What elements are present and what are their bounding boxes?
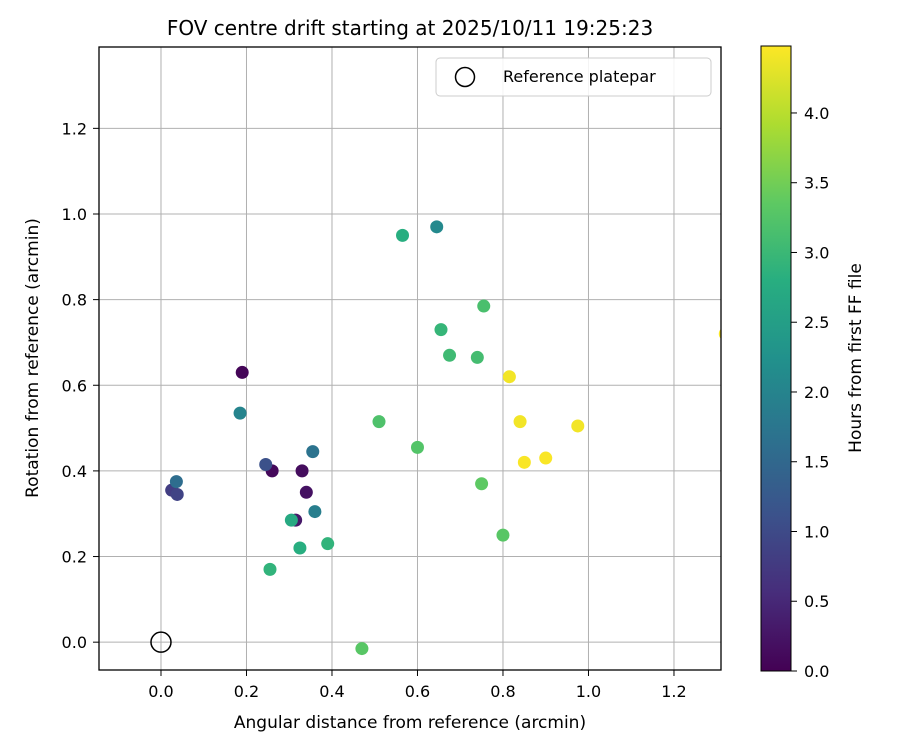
data-point (293, 541, 307, 555)
colorbar-tick-label: 1.5 (804, 453, 829, 472)
data-point (443, 348, 457, 362)
colorbar-tick-label: 2.5 (804, 313, 829, 332)
y-tick-label: 0.6 (62, 376, 87, 395)
data-point (430, 220, 444, 234)
data-point (502, 370, 516, 384)
x-tick-label: 0.8 (490, 682, 515, 701)
data-point (308, 505, 322, 519)
colorbar-tick-label: 0.5 (804, 592, 829, 611)
data-point (355, 642, 369, 656)
data-point (263, 562, 277, 576)
y-tick-label: 0.0 (62, 633, 87, 652)
legend-box (435, 57, 712, 97)
data-point (496, 528, 510, 542)
data-point (434, 323, 448, 337)
data-point (321, 537, 335, 551)
colorbar-tick-label: 0.0 (804, 662, 829, 681)
data-point (284, 513, 298, 527)
data-point (517, 455, 531, 469)
data-point (477, 299, 491, 313)
colorbar-tick-label: 1.0 (804, 522, 829, 541)
colorbar-tick-label: 3.0 (804, 243, 829, 262)
data-point (410, 440, 424, 454)
data-point (513, 415, 527, 429)
data-point (295, 464, 309, 478)
legend-label: Reference platepar (503, 67, 656, 86)
y-tick-label: 1.2 (62, 119, 87, 138)
colorbar (760, 45, 792, 672)
y-tick-label: 0.8 (62, 291, 87, 310)
x-tick-label: 0.6 (405, 682, 430, 701)
scatter-points (165, 220, 721, 656)
grid (99, 47, 721, 670)
x-tick-label: 0.0 (148, 682, 173, 701)
x-tick-label: 1.2 (661, 682, 686, 701)
y-tick-label: 0.4 (62, 462, 87, 481)
data-point (259, 457, 273, 471)
x-axis: 0.0 0.2 0.4 0.6 0.8 1.0 1.2 (148, 670, 687, 701)
chart-title: FOV centre drift starting at 2025/10/11 … (167, 16, 653, 40)
y-axis: 0.0 0.2 0.4 0.6 0.8 1.0 1.2 (62, 119, 99, 652)
data-point (539, 451, 553, 465)
data-point (235, 365, 249, 379)
data-point (306, 445, 320, 459)
x-tick-label: 1.0 (576, 682, 601, 701)
y-tick-label: 1.0 (62, 205, 87, 224)
data-point (169, 475, 183, 489)
y-tick-label: 0.2 (62, 548, 87, 567)
data-point (170, 487, 184, 501)
colorbar-axis: 0.0 0.5 1.0 1.5 2.0 2.5 3.0 3.5 4.0 (791, 104, 829, 681)
colorbar-tick-label: 3.5 (804, 174, 829, 193)
plot-frame (98, 46, 722, 671)
colorbar-tick-label: 4.0 (804, 104, 829, 123)
data-point (233, 406, 247, 420)
data-point (396, 228, 410, 242)
data-point (299, 485, 313, 499)
colorbar-tick-label: 2.0 (804, 383, 829, 402)
x-tick-label: 0.2 (234, 682, 259, 701)
x-tick-label: 0.4 (319, 682, 344, 701)
data-point (571, 419, 585, 433)
colorbar-label: Hours from first FF file (846, 263, 866, 453)
data-point (372, 415, 386, 429)
y-axis-label: Rotation from reference (arcmin) (23, 218, 43, 498)
data-point (470, 350, 484, 364)
x-axis-label: Angular distance from reference (arcmin) (234, 713, 586, 733)
reference-platepar-marker (150, 631, 172, 653)
data-point (475, 477, 489, 491)
reference-marker-group (150, 631, 172, 653)
legend: Reference platepar (435, 57, 712, 97)
legend-reference-marker (454, 66, 476, 88)
